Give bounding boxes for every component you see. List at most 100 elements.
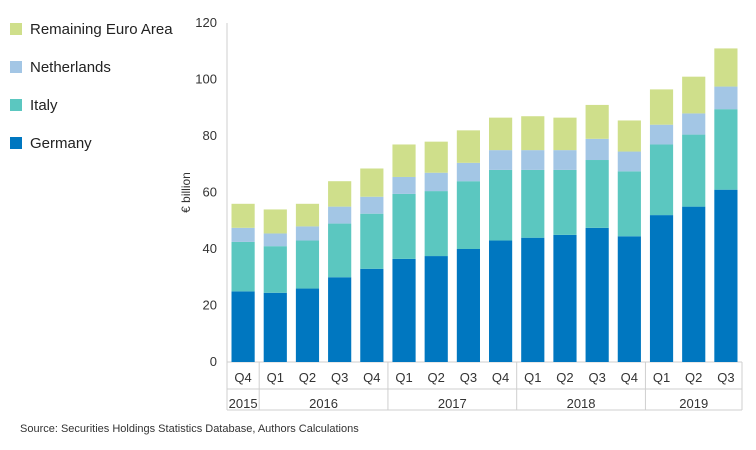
bar-segment-remaining-euro-area xyxy=(553,117,577,151)
bar-segment-italy xyxy=(424,191,448,257)
y-tick-label: 20 xyxy=(203,298,217,313)
legend-swatch-remaining-euro-area xyxy=(10,23,22,35)
bar-segment-remaining-euro-area xyxy=(263,209,287,234)
bar-segment-netherlands xyxy=(649,124,674,145)
legend-item-remaining-euro-area: Remaining Euro Area xyxy=(10,10,173,48)
legend-swatch-netherlands xyxy=(10,61,22,73)
y-tick-label: 60 xyxy=(203,185,217,200)
bar-segment-germany xyxy=(456,249,480,362)
y-tick-label: 80 xyxy=(203,128,217,143)
bar-segment-germany xyxy=(489,240,513,362)
y-tick-label: 0 xyxy=(210,354,217,369)
x-tick-label-quarter: Q4 xyxy=(621,370,638,385)
x-tick-label-quarter: Q3 xyxy=(460,370,477,385)
x-tick-label-quarter: Q2 xyxy=(428,370,445,385)
legend-item-germany: Germany xyxy=(10,124,173,162)
bar-segment-germany xyxy=(617,236,641,362)
bar-segment-netherlands xyxy=(553,150,577,170)
legend-item-netherlands: Netherlands xyxy=(10,48,173,86)
bar-segment-italy xyxy=(392,193,416,259)
bar-segment-germany xyxy=(553,234,577,362)
bar-segment-netherlands xyxy=(263,233,287,247)
bar-segment-italy xyxy=(649,144,674,216)
x-tick-label-quarter: Q1 xyxy=(267,370,284,385)
bar-segment-remaining-euro-area xyxy=(521,116,545,151)
bar-segment-netherlands xyxy=(392,176,416,194)
x-tick-label-year: 2015 xyxy=(229,396,258,411)
bar-segment-netherlands xyxy=(360,196,384,214)
bar-segment-germany xyxy=(263,292,287,362)
y-tick-label: 120 xyxy=(195,15,217,30)
legend: Remaining Euro Area Netherlands Italy Ge… xyxy=(10,10,173,162)
bar-segment-germany xyxy=(392,258,416,362)
bar-segment-remaining-euro-area xyxy=(392,144,416,177)
bar-segment-italy xyxy=(617,171,641,237)
x-tick-label-quarter: Q3 xyxy=(331,370,348,385)
legend-label-germany: Germany xyxy=(30,134,92,152)
bar-segment-germany xyxy=(424,256,448,362)
x-tick-label-quarter: Q1 xyxy=(653,370,670,385)
bar-segment-germany xyxy=(585,227,609,362)
y-tick-label: 100 xyxy=(195,72,217,87)
bar-segment-netherlands xyxy=(714,86,738,110)
source-note: Source: Securities Holdings Statistics D… xyxy=(20,423,359,435)
bar-segment-netherlands xyxy=(295,226,320,241)
bar-segment-germany xyxy=(328,277,352,362)
bar-segment-remaining-euro-area xyxy=(424,141,448,173)
x-tick-label-quarter: Q3 xyxy=(717,370,734,385)
legend-item-italy: Italy xyxy=(10,86,173,124)
bar-segment-remaining-euro-area xyxy=(360,168,384,197)
legend-label-italy: Italy xyxy=(30,96,58,114)
bar-segment-germany xyxy=(682,206,706,362)
bar-segment-italy xyxy=(456,181,480,249)
x-tick-label-year: 2018 xyxy=(567,396,596,411)
bar-segment-remaining-euro-area xyxy=(714,48,738,87)
bar-segment-germany xyxy=(295,288,320,362)
bar-segment-remaining-euro-area xyxy=(649,89,674,125)
bar-segment-italy xyxy=(585,160,609,228)
bar-segment-remaining-euro-area xyxy=(682,76,706,114)
bar-segment-italy xyxy=(714,109,738,190)
bar-segment-italy xyxy=(295,240,320,289)
bar-segment-remaining-euro-area xyxy=(231,203,255,228)
bar-segment-netherlands xyxy=(424,172,448,192)
bar-segment-italy xyxy=(682,134,706,207)
legend-label-netherlands: Netherlands xyxy=(30,58,111,76)
bar-segment-remaining-euro-area xyxy=(617,120,641,152)
bar-segment-germany xyxy=(231,291,255,362)
x-tick-label-year: 2019 xyxy=(679,396,708,411)
x-tick-label-quarter: Q1 xyxy=(524,370,541,385)
bar-segment-germany xyxy=(360,268,384,362)
bar-segment-remaining-euro-area xyxy=(295,203,320,227)
legend-label-remaining-euro-area: Remaining Euro Area xyxy=(30,20,173,38)
bar-segment-italy xyxy=(553,169,577,235)
y-axis-label: € billion xyxy=(179,172,193,213)
bar-segment-netherlands xyxy=(456,162,480,182)
x-tick-label-quarter: Q2 xyxy=(685,370,702,385)
y-tick-label: 40 xyxy=(203,241,217,256)
bar-segment-netherlands xyxy=(328,206,352,224)
bar-segment-netherlands xyxy=(521,150,545,170)
bar-segment-netherlands xyxy=(682,113,706,135)
x-tick-label-quarter: Q4 xyxy=(492,370,509,385)
x-tick-label-quarter: Q1 xyxy=(395,370,412,385)
bar-segment-remaining-euro-area xyxy=(328,181,352,207)
x-tick-label-year: 2016 xyxy=(309,396,338,411)
bar-segment-netherlands xyxy=(489,150,513,170)
x-tick-label-quarter: Q3 xyxy=(588,370,605,385)
bar-segment-germany xyxy=(521,237,545,362)
bar-segment-remaining-euro-area xyxy=(456,130,480,163)
bar-segment-netherlands xyxy=(231,227,255,242)
bar-segment-netherlands xyxy=(585,138,609,161)
x-tick-label-quarter: Q2 xyxy=(299,370,316,385)
bar-segment-remaining-euro-area xyxy=(585,104,609,139)
bar-segment-italy xyxy=(521,169,545,238)
bar-segment-italy xyxy=(360,213,384,269)
x-tick-label-quarter: Q2 xyxy=(556,370,573,385)
x-tick-label-quarter: Q4 xyxy=(234,370,251,385)
bar-segment-italy xyxy=(328,223,352,278)
x-tick-label-year: 2017 xyxy=(438,396,467,411)
bar-segment-italy xyxy=(263,246,287,293)
x-tick-label-quarter: Q4 xyxy=(363,370,380,385)
